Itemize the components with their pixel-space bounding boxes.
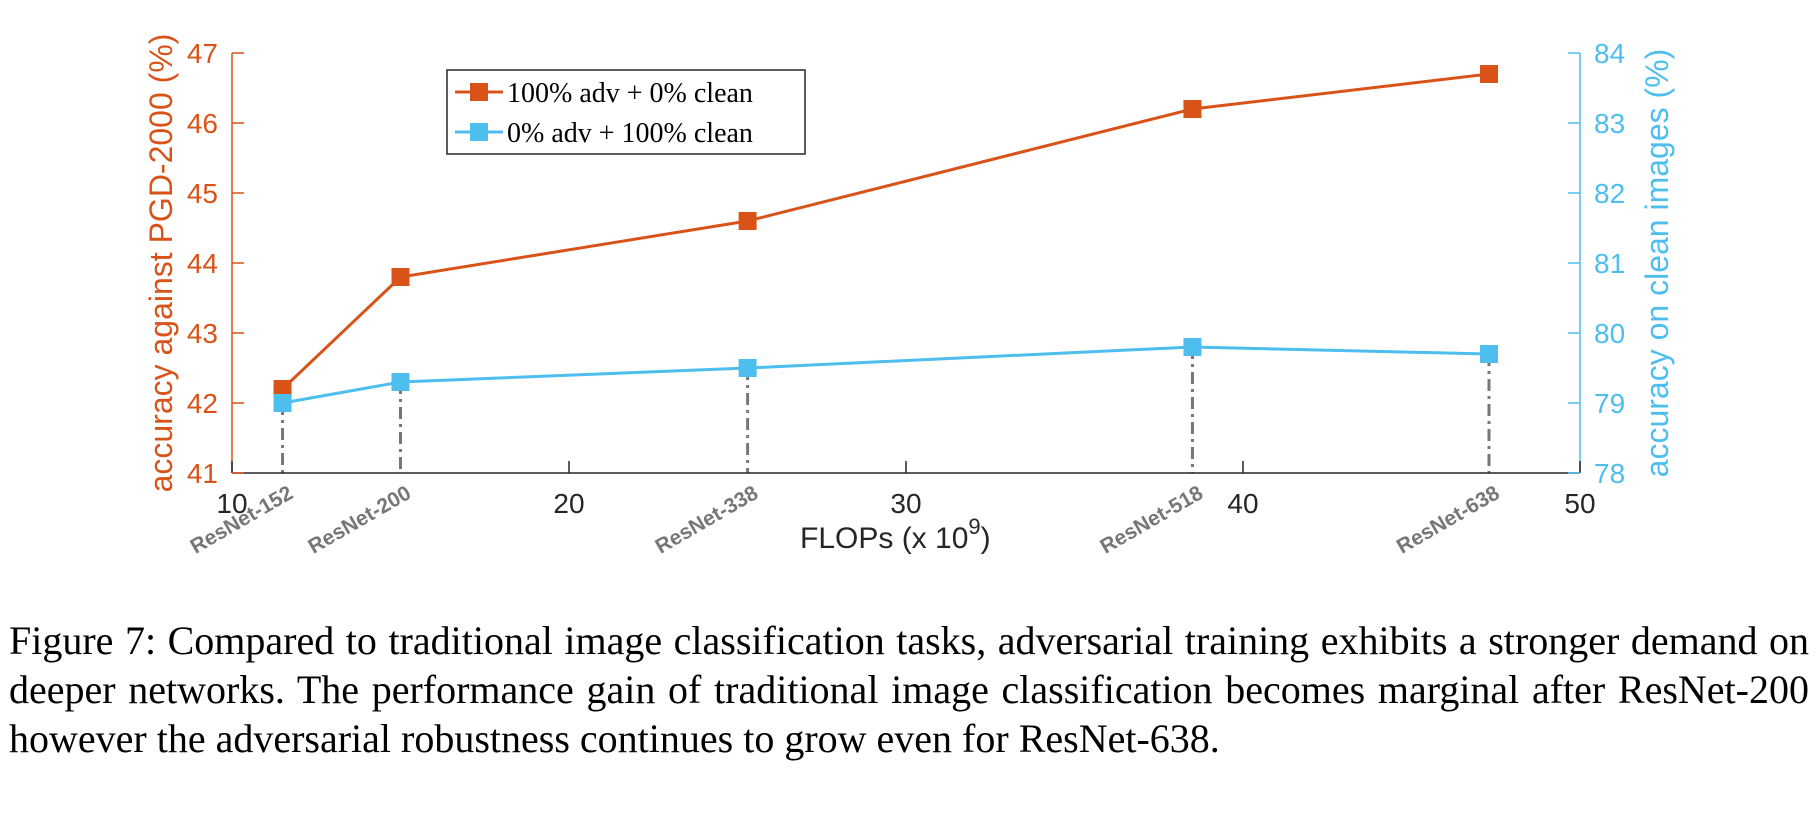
- y-left-tick-label: 42: [187, 388, 218, 419]
- series-1-marker-0: [273, 394, 292, 412]
- y-right-tick-label: 78: [1594, 458, 1625, 489]
- series-0-marker-2: [738, 212, 757, 230]
- legend-entry: 0% adv + 100% clean: [507, 118, 753, 149]
- y-right-axis-title: accuracy on clean images (%): [1639, 49, 1675, 478]
- series-0-marker-3: [1183, 100, 1202, 118]
- legend: 100% adv + 0% clean 0% adv + 100% clean: [446, 69, 806, 155]
- legend-box: [446, 69, 806, 155]
- series-0-marker-0: [273, 380, 292, 398]
- y-left-tick-label: 46: [187, 108, 218, 139]
- series-1-marker-1: [391, 373, 410, 391]
- x-tick-label: 30: [890, 488, 921, 519]
- x-tick-label: 50: [1564, 488, 1595, 519]
- legend-swatch-marker-0: [470, 83, 488, 101]
- x-axis-title-exponent: 9: [968, 514, 980, 539]
- y-left-tick-label: 47: [187, 38, 218, 69]
- data-series: [273, 65, 1499, 412]
- series-0-marker-4: [1480, 65, 1499, 83]
- x-tick-label: 40: [1227, 488, 1258, 519]
- y-right-tick-label: 79: [1594, 388, 1625, 419]
- y-right-tick-label: 80: [1594, 318, 1625, 349]
- x-tick-label: 10: [216, 488, 247, 519]
- y-left-tick-label: 44: [187, 248, 218, 279]
- series-line-1: [282, 345, 1490, 405]
- series-1-marker-2: [738, 359, 757, 377]
- y-left-tick-label: 43: [187, 318, 218, 349]
- x-axis-title-suffix: ): [981, 522, 991, 555]
- vertical-guide-lines: [281, 347, 1491, 473]
- x-tick-label: 20: [553, 488, 584, 519]
- x-axis-title: FLOPs (x 109): [800, 514, 991, 555]
- series-1-marker-4: [1480, 345, 1499, 363]
- legend-entry: 100% adv + 0% clean: [507, 78, 753, 109]
- y-right-tick-label: 82: [1594, 178, 1625, 209]
- legend-swatch-marker-1: [470, 123, 488, 141]
- y-left-axis-title: accuracy against PGD-2000 (%): [143, 34, 179, 493]
- model-label: ResNet-200: [304, 481, 415, 558]
- figure-caption: Figure 7: Compared to traditional image …: [9, 618, 1809, 761]
- axes: 10 20 30 40 50 41 42 43 44 45 46 47 78 79 80 81 82 83 84 ac…: [143, 34, 1675, 555]
- y-right-tick-label: 81: [1594, 248, 1625, 279]
- x-axis-title-main: FLOPs (x 10: [800, 522, 968, 555]
- y-right-tick-label: 83: [1594, 108, 1625, 139]
- series-0-marker-1: [391, 268, 410, 286]
- model-label: ResNet-518: [1096, 481, 1207, 558]
- dual-axis-line-chart: 10 20 30 40 50 41 42 43 44 45 46 47 78 79 80 81 82 83 84 ac…: [143, 34, 1675, 559]
- y-right-tick-label: 84: [1594, 38, 1625, 69]
- model-label: ResNet-338: [652, 481, 763, 558]
- model-label: ResNet-638: [1393, 481, 1504, 558]
- y-left-tick-label: 41: [187, 458, 218, 489]
- series-1-marker-3: [1183, 338, 1202, 356]
- y-left-tick-label: 45: [187, 178, 218, 209]
